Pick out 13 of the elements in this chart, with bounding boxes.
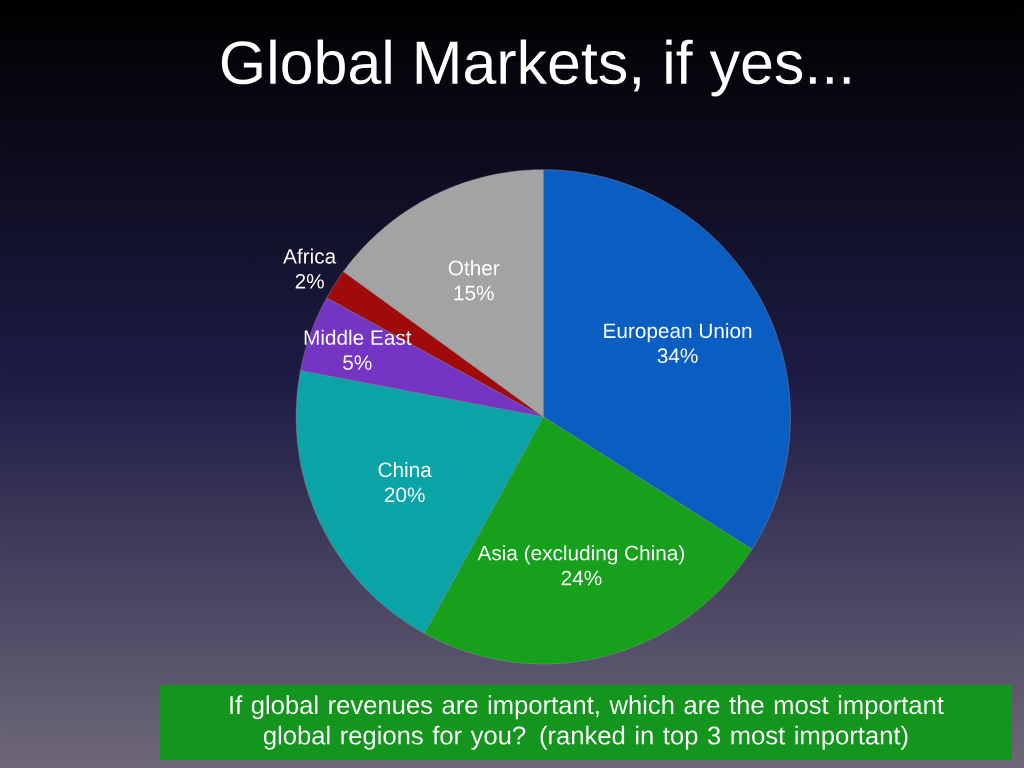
data-label: 34% bbox=[657, 348, 698, 364]
data-label: 24% bbox=[561, 570, 602, 586]
slice-label: Africa bbox=[283, 248, 337, 264]
slice-label: Other bbox=[448, 260, 500, 276]
slice-label: China bbox=[378, 461, 432, 478]
data-label: 20% bbox=[384, 487, 425, 503]
slice-label: Asia (excluding China) bbox=[477, 545, 684, 565]
data-label: 5% bbox=[343, 355, 372, 370]
data-label: 15% bbox=[454, 285, 494, 301]
chart-title: Global Markets, if yes... bbox=[221, 39, 850, 97]
text: If global revenues are important, which are the most important global regions for you? (ranked in top 3 most important) bbox=[230, 695, 944, 750]
slice-label: European Union bbox=[604, 322, 752, 343]
data-label: 2% bbox=[295, 273, 324, 289]
